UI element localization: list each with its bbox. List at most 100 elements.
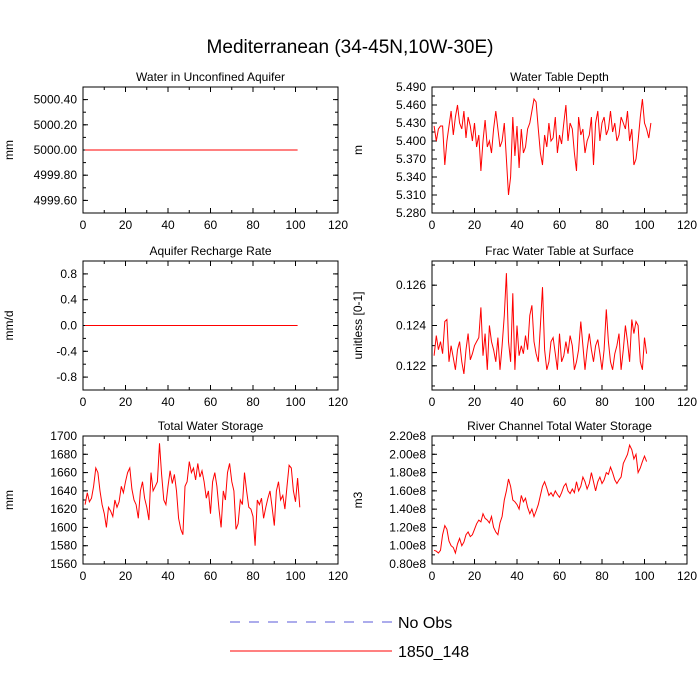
x-tick-label: 0: [80, 569, 87, 583]
panel-title: Total Water Storage: [158, 419, 264, 433]
y-tick-label: 0.124: [396, 319, 426, 333]
x-tick-label: 80: [595, 395, 609, 409]
figure-title: Mediterranean (34-45N,10W-30E): [207, 37, 494, 58]
x-tick-label: 80: [595, 218, 609, 232]
x-tick-label: 120: [677, 218, 697, 232]
x-tick-label: 20: [468, 569, 482, 583]
y-axis-label: unitless [0-1]: [351, 291, 365, 359]
x-tick-label: 0: [80, 218, 87, 232]
x-tick-label: 20: [468, 395, 482, 409]
chart-panels: Water in Unconfined Aquifer mm 0 20 40 60 80 10…: [2, 70, 697, 583]
x-tick-label: 80: [246, 218, 260, 232]
x-tick-label: 40: [510, 569, 524, 583]
x-tick-label: 0: [429, 218, 436, 232]
chart-panel: Total Water Storage mm 0 20 40 60 80 100 120 1560…: [2, 419, 348, 583]
x-tick-label: 20: [119, 569, 133, 583]
y-axis-label: mm/d: [2, 311, 16, 341]
chart-panel: Water in Unconfined Aquifer mm 0 20 40 60 80 10…: [2, 70, 348, 232]
legend: No Obs 1850_148: [230, 615, 469, 661]
y-tick-label: 1620: [50, 502, 77, 516]
x-tick-label: 40: [161, 218, 175, 232]
y-tick-label: -0.4: [56, 344, 77, 358]
x-tick-label: 60: [204, 395, 218, 409]
y-tick-label: 1560: [50, 557, 77, 571]
series-line: [433, 97, 652, 196]
y-tick-label: 5.340: [396, 170, 426, 184]
y-tick-label: 4999.80: [34, 168, 78, 182]
y-tick-label: 1660: [50, 466, 77, 480]
x-tick-label: 20: [468, 218, 482, 232]
x-tick-label: 0: [429, 395, 436, 409]
x-tick-label: 120: [677, 395, 697, 409]
x-tick-label: 100: [285, 395, 305, 409]
y-axis-label: mm: [2, 140, 16, 160]
x-tick-label: 100: [285, 569, 305, 583]
y-tick-label: 0.80e8: [389, 557, 426, 571]
x-tick-label: 120: [328, 395, 348, 409]
chart-panel: Aquifer Recharge Rate mm/d 0 20 40 60 80 100 120…: [2, 244, 348, 409]
y-tick-label: 5000.00: [34, 143, 78, 157]
x-tick-label: 60: [553, 395, 567, 409]
y-tick-label: 1.40e8: [389, 502, 426, 516]
x-tick-label: 120: [328, 569, 348, 583]
x-tick-label: 40: [161, 395, 175, 409]
y-tick-label: 5.490: [396, 80, 426, 94]
legend-label: 1850_148: [398, 644, 469, 661]
x-tick-label: 0: [80, 395, 87, 409]
y-tick-label: 0.122: [396, 359, 426, 373]
x-tick-label: 40: [510, 395, 524, 409]
x-tick-label: 100: [634, 218, 654, 232]
panel-frame: [82, 86, 339, 214]
x-tick-label: 20: [119, 395, 133, 409]
x-tick-label: 0: [429, 569, 436, 583]
x-tick-label: 60: [204, 569, 218, 583]
x-tick-label: 80: [246, 569, 260, 583]
y-tick-label: 5.370: [396, 152, 426, 166]
y-tick-label: 1.00e8: [389, 539, 426, 553]
y-tick-label: 1640: [50, 484, 77, 498]
x-tick-label: 80: [246, 395, 260, 409]
panel-frame: [431, 86, 688, 214]
panel-frame: [82, 260, 339, 391]
y-tick-label: 1600: [50, 520, 77, 534]
y-tick-label: 5000.20: [34, 118, 78, 132]
y-tick-label: 0.4: [60, 293, 77, 307]
y-tick-label: 0.8: [60, 267, 77, 281]
panel-title: Water Table Depth: [510, 70, 609, 84]
y-tick-label: 5.430: [396, 116, 426, 130]
x-tick-label: 40: [510, 218, 524, 232]
y-tick-label: 0.126: [396, 278, 426, 292]
x-tick-label: 60: [553, 569, 567, 583]
panel-frame: [82, 435, 339, 565]
y-tick-label: 2.00e8: [389, 447, 426, 461]
panel-title: Frac Water Table at Surface: [485, 244, 634, 258]
y-tick-label: -0.8: [56, 370, 77, 384]
y-tick-label: 1.20e8: [389, 520, 426, 534]
x-tick-label: 60: [553, 218, 567, 232]
panel-frame: [431, 435, 688, 565]
x-tick-label: 20: [119, 218, 133, 232]
y-tick-label: 5.400: [396, 134, 426, 148]
legend-label: No Obs: [398, 615, 452, 632]
x-tick-label: 40: [161, 569, 175, 583]
y-axis-label: m3: [351, 491, 365, 508]
panel-title: River Channel Total Water Storage: [467, 419, 652, 433]
x-tick-label: 80: [595, 569, 609, 583]
x-tick-label: 100: [634, 569, 654, 583]
series-line: [84, 443, 301, 546]
y-axis-label: mm: [2, 490, 16, 510]
y-tick-label: 5.310: [396, 188, 426, 202]
chart-panel: River Channel Total Water Storage m3 0 20 40…: [351, 419, 697, 583]
y-tick-label: 1.80e8: [389, 466, 426, 480]
y-axis-label: m: [351, 145, 365, 155]
y-tick-label: 0.0: [60, 319, 77, 333]
x-tick-label: 60: [204, 218, 218, 232]
x-tick-label: 120: [677, 569, 697, 583]
y-tick-label: 1680: [50, 447, 77, 461]
x-tick-label: 120: [328, 218, 348, 232]
y-tick-label: 5000.40: [34, 93, 78, 107]
x-tick-label: 100: [285, 218, 305, 232]
chart-panel: Frac Water Table at Surface unitless [0-1…: [351, 244, 697, 409]
chart-panel: Water Table Depth m 0 20 40 60 80 100 120 5.280 5.…: [351, 70, 697, 232]
